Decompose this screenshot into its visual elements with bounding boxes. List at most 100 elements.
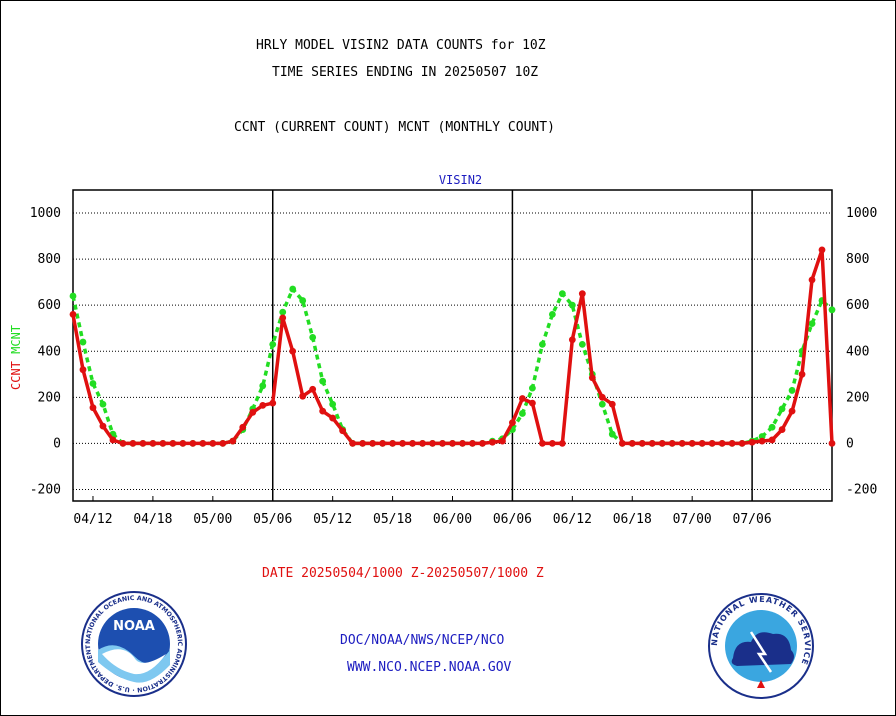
data-point-mcnt — [548, 311, 556, 318]
data-point-ccnt — [798, 370, 806, 378]
x-tick-label: 04/12 — [73, 512, 112, 527]
org-label: DOC/NOAA/NWS/NCEP/NCO — [340, 633, 505, 648]
data-point-mcnt — [269, 340, 277, 348]
data-point-ccnt — [548, 440, 556, 447]
data-point-ccnt — [658, 440, 666, 447]
data-point-ccnt — [359, 440, 367, 447]
x-tick-label: 05/12 — [313, 512, 352, 527]
series-line-mcnt — [71, 287, 834, 446]
data-point-ccnt — [558, 440, 566, 447]
data-point-mcnt — [519, 410, 526, 417]
chart-title-line-1: HRLY MODEL VISIN2 DATA COUNTS for 10Z — [256, 38, 546, 53]
data-point-ccnt — [179, 440, 187, 447]
data-point-mcnt — [99, 400, 107, 408]
data-point-ccnt — [209, 440, 217, 447]
data-point-ccnt — [718, 440, 726, 447]
data-point-ccnt — [219, 440, 227, 447]
y-tick-label-left: 600 — [38, 298, 61, 313]
data-point-ccnt — [668, 440, 676, 447]
data-point-ccnt — [678, 440, 686, 447]
data-point-ccnt — [319, 407, 327, 415]
data-point-ccnt — [279, 314, 287, 322]
data-point-ccnt — [469, 440, 476, 447]
data-point-ccnt — [269, 399, 277, 407]
data-point-ccnt — [598, 393, 606, 401]
y-axis-label-ccnt: CCNT — [9, 354, 23, 390]
data-point-ccnt — [169, 440, 177, 447]
data-point-mcnt — [558, 290, 566, 298]
data-point-ccnt — [509, 419, 516, 427]
data-point-mcnt — [568, 301, 576, 309]
data-point-ccnt — [189, 440, 197, 447]
data-point-ccnt — [419, 440, 426, 447]
y-tick-label-right: -200 — [846, 482, 877, 497]
data-point-mcnt — [538, 340, 546, 348]
data-point-ccnt — [608, 400, 616, 408]
y-axis-label-mcnt: MCNT — [9, 325, 23, 354]
data-point-ccnt — [638, 440, 646, 447]
data-point-mcnt — [289, 285, 297, 293]
plot-title: VISIN2 — [439, 173, 482, 187]
series-line-ccnt — [71, 248, 834, 446]
data-point-mcnt — [259, 382, 267, 390]
data-point-ccnt — [149, 440, 157, 447]
x-tick-label: 06/06 — [493, 512, 532, 527]
data-point-ccnt — [648, 440, 656, 447]
data-point-mcnt — [279, 308, 287, 316]
data-point-ccnt — [748, 438, 756, 446]
data-point-ccnt — [369, 440, 377, 447]
data-point-ccnt — [389, 440, 396, 447]
x-tick-label: 07/06 — [733, 512, 772, 527]
data-point-ccnt — [768, 436, 776, 444]
data-point-ccnt — [109, 436, 117, 444]
data-point-ccnt — [828, 440, 836, 447]
data-point-mcnt — [578, 340, 586, 348]
data-point-ccnt — [519, 395, 526, 402]
data-point-ccnt — [349, 440, 357, 447]
data-point-ccnt — [119, 440, 127, 447]
data-point-ccnt — [309, 385, 317, 393]
data-point-ccnt — [528, 399, 536, 407]
data-point-ccnt — [459, 440, 466, 447]
data-point-ccnt — [778, 426, 786, 433]
data-point-mcnt — [299, 297, 307, 304]
data-point-ccnt — [409, 440, 416, 447]
data-point-mcnt — [528, 384, 536, 392]
x-tick-label: 06/00 — [433, 512, 472, 527]
data-point-ccnt — [229, 437, 237, 445]
data-point-ccnt — [618, 440, 626, 447]
data-point-ccnt — [728, 440, 736, 447]
data-point-ccnt — [329, 414, 337, 422]
data-point-ccnt — [199, 440, 207, 447]
y-tick-label-right: 200 — [846, 390, 869, 405]
y-tick-label-right: 800 — [846, 252, 869, 267]
data-point-ccnt — [129, 440, 137, 447]
data-point-mcnt — [598, 400, 606, 408]
y-tick-label-left: 800 — [38, 252, 61, 267]
data-point-ccnt — [499, 437, 506, 445]
x-tick-label: 05/06 — [253, 512, 292, 527]
y-tick-label-left: 0 — [53, 436, 61, 451]
data-point-ccnt — [299, 392, 307, 400]
nws-logo: NATIONAL WEATHER SERVICE — [708, 593, 814, 699]
data-point-ccnt — [818, 246, 826, 254]
x-tick-label: 06/12 — [553, 512, 592, 527]
url-link[interactable]: WWW.NCO.NCEP.NOAA.GOV — [347, 660, 512, 675]
data-point-mcnt — [608, 430, 616, 438]
data-point-mcnt — [329, 400, 337, 408]
data-point-mcnt — [778, 405, 786, 413]
y-tick-label-right: 600 — [846, 298, 869, 313]
data-point-ccnt — [249, 408, 257, 416]
data-point-ccnt — [489, 438, 496, 446]
data-point-ccnt — [239, 423, 247, 431]
data-point-mcnt — [768, 423, 776, 431]
data-point-mcnt — [69, 292, 77, 300]
y-tick-label-left: 400 — [38, 344, 61, 359]
data-point-ccnt — [259, 401, 267, 409]
data-point-ccnt — [688, 440, 696, 447]
y-axis-label: CCNT MCNT — [9, 325, 23, 390]
y-tick-label-left: 200 — [38, 390, 61, 405]
data-point-mcnt — [828, 306, 836, 314]
y-tick-label-right: 0 — [846, 436, 854, 451]
